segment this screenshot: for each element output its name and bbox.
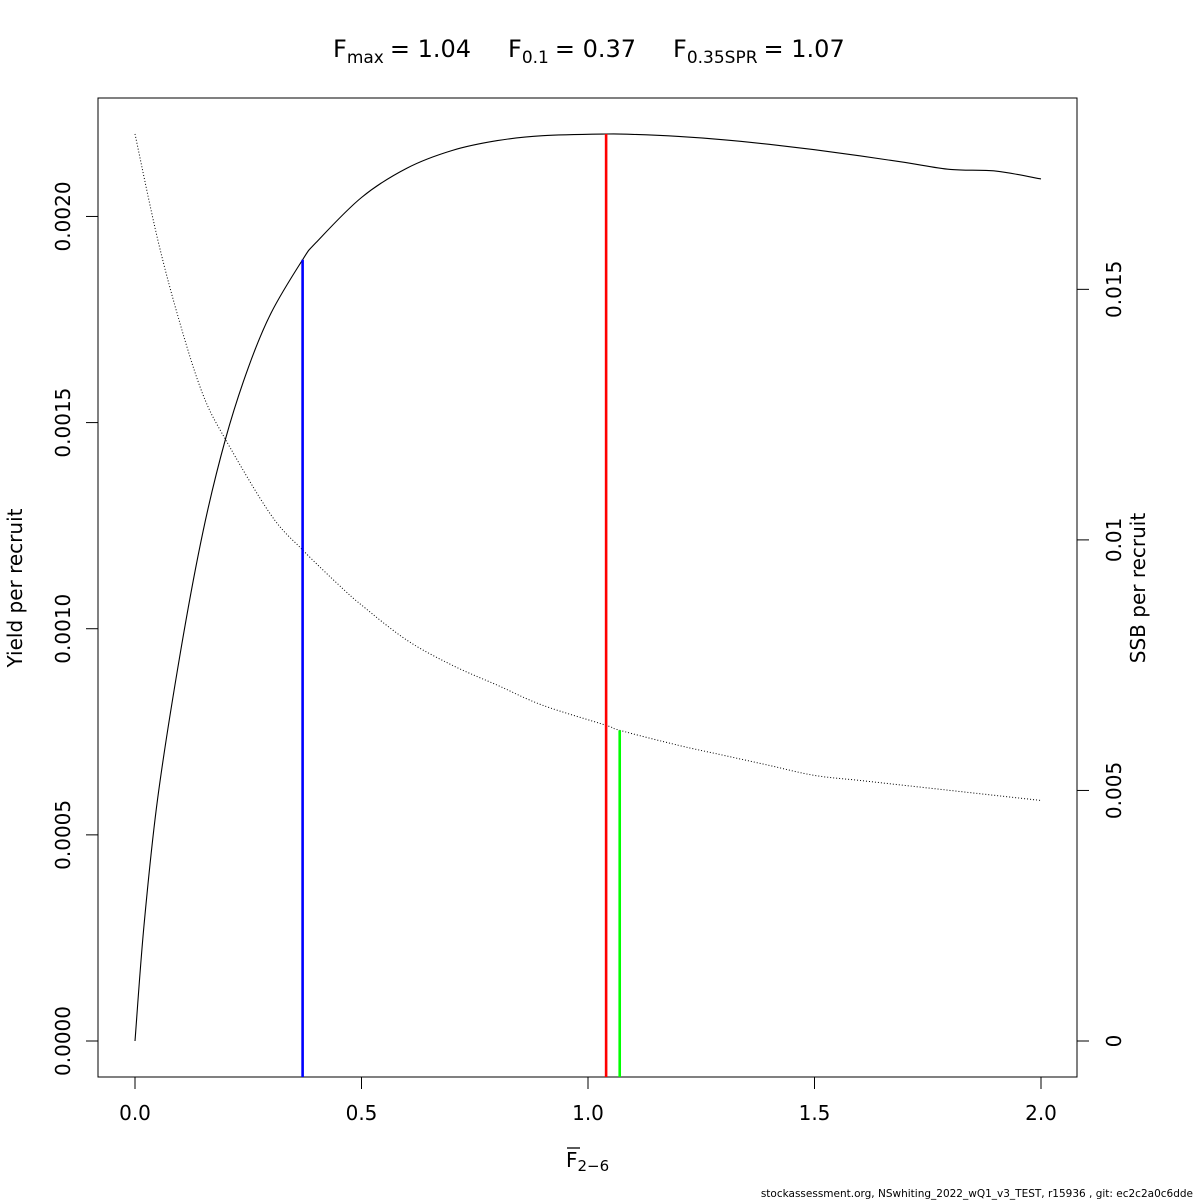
- svg-text:F0.1= 0.37: F0.1 = 0.37: [508, 35, 636, 68]
- y-right-tick-label: 0.005: [1102, 762, 1126, 819]
- y-right-tick-label: 0.015: [1102, 261, 1126, 318]
- x-tick-label: 1.0: [572, 1101, 604, 1125]
- y-left-tick-label: 0.0000: [51, 1006, 75, 1076]
- x-tick-label: 0.0: [119, 1101, 151, 1125]
- svg-text:Fmax= 1.04: Fmax = 1.04: [333, 35, 471, 68]
- y-left-tick-label: 0.0010: [51, 594, 75, 664]
- reference-lines: [301, 134, 622, 1077]
- x-tick-label: 0.5: [346, 1101, 378, 1125]
- y-left-tick-label: 0.0015: [51, 388, 75, 458]
- fmax-label-value: = 1.04: [390, 35, 471, 63]
- x-tick-label: 1.5: [799, 1101, 831, 1125]
- svg-text:F0.35SPR= 1.07: F0.35SPR = 1.07: [673, 35, 845, 68]
- fmax-label-sub: max: [347, 48, 384, 68]
- footer-credit: stockassessment.org, NSwhiting_2022_wQ1_…: [761, 1188, 1193, 1200]
- x-axis-label: F2−6: [566, 1147, 609, 1175]
- svg-text:F2−6: F2−6: [566, 1148, 609, 1175]
- f01-label-base: F: [508, 35, 522, 63]
- x-axis-label-sub: 2−6: [578, 1157, 610, 1175]
- f035spr-label-sub: 0.35SPR: [687, 48, 758, 68]
- y-left-tick-label: 0.0020: [51, 181, 75, 251]
- y-axis-right: 0 0.005 0.01 0.015: [1076, 261, 1126, 1048]
- ssb-per-recruit-line: [134, 133, 1042, 801]
- y-axis-left: 0.0000 0.0005 0.0010 0.0015 0.0020: [51, 181, 99, 1076]
- f035spr-label-value: = 1.07: [764, 35, 845, 63]
- chart-title: Fmax = 1.04 F0.1 = 0.37 F0.35SPR = 1.07: [333, 35, 845, 68]
- fmax-label-base: F: [333, 35, 347, 63]
- yield-per-recruit-line: [134, 133, 1042, 1042]
- y-axis-right-label: SSB per recruit: [1126, 513, 1150, 664]
- x-axis-label-base: F: [566, 1148, 578, 1172]
- y-left-tick-label: 0.0005: [51, 800, 75, 870]
- x-axis: 0.0 0.5 1.0 1.5 2.0: [119, 1076, 1057, 1125]
- series-layer: [134, 133, 1042, 1042]
- y-right-tick-label: 0.01: [1102, 518, 1126, 563]
- axes: 0.0 0.5 1.0 1.5 2.00.00000.00050.00100.00150…: [51, 181, 1126, 1125]
- x-tick-label: 2.0: [1025, 1101, 1057, 1125]
- y-right-tick-label: 0: [1102, 1035, 1126, 1048]
- f01-label-sub: 0.1: [522, 48, 549, 68]
- f035spr-label-base: F: [673, 35, 687, 63]
- y-axis-left-label: Yield per recruit: [3, 508, 27, 668]
- f01-label-value: = 0.37: [555, 35, 636, 63]
- plot-frame: [97, 97, 1078, 1078]
